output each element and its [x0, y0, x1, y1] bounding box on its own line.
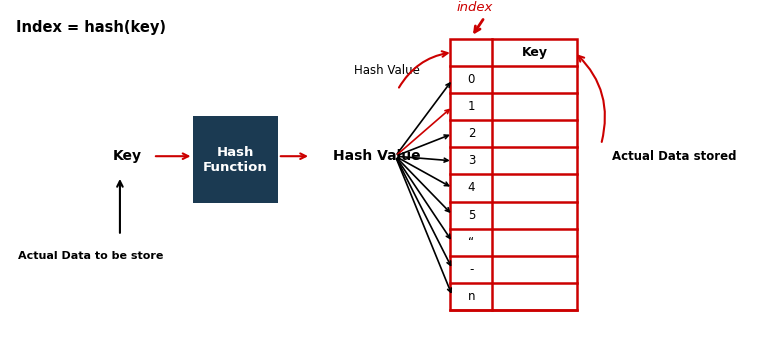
- Text: n: n: [468, 290, 475, 303]
- Text: 5: 5: [468, 209, 475, 222]
- Text: Actual Data stored: Actual Data stored: [612, 150, 736, 163]
- Text: 1: 1: [468, 100, 475, 113]
- Text: 2: 2: [468, 127, 475, 140]
- Text: Hash Value: Hash Value: [333, 149, 420, 163]
- Text: Key: Key: [113, 149, 142, 163]
- Bar: [450, 39, 577, 310]
- Text: index: index: [457, 1, 493, 14]
- Bar: [193, 117, 278, 203]
- Text: Actual Data to be store: Actual Data to be store: [18, 250, 163, 261]
- Text: “: “: [468, 236, 475, 249]
- Text: Hash Value: Hash Value: [353, 63, 420, 76]
- Text: 0: 0: [468, 73, 475, 86]
- Text: Index = hash(key): Index = hash(key): [15, 21, 166, 35]
- Text: 3: 3: [468, 154, 475, 167]
- Text: Key: Key: [522, 46, 548, 59]
- Text: 4: 4: [468, 181, 475, 194]
- Text: -: -: [469, 263, 474, 276]
- Text: Hash
Function: Hash Function: [203, 145, 268, 174]
